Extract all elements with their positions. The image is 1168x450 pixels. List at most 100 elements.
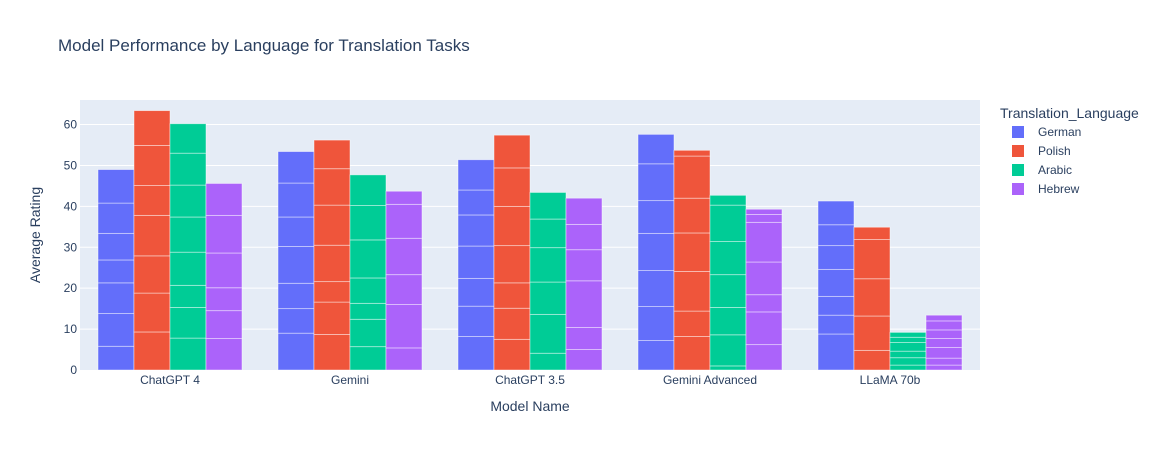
legend-swatch-polish[interactable]: [1012, 145, 1024, 157]
bar-segment[interactable]: [169, 251, 207, 286]
legend-swatch-german[interactable]: [1012, 126, 1024, 138]
bar-segment[interactable]: [313, 334, 351, 371]
bar-segment[interactable]: [817, 224, 855, 247]
legend[interactable]: Translation_Language German Polish Arabic H…: [1000, 105, 1139, 196]
bar-segment[interactable]: [349, 346, 387, 371]
bar-segment[interactable]: [205, 310, 243, 339]
bar-segment[interactable]: [745, 344, 783, 371]
bar-segment[interactable]: [889, 331, 927, 338]
bar-segment[interactable]: [925, 357, 963, 366]
bar-segment[interactable]: [493, 307, 531, 340]
bar-segment[interactable]: [853, 239, 891, 280]
bar-segment[interactable]: [205, 287, 243, 312]
bar-segment[interactable]: [385, 304, 423, 349]
bar-segment[interactable]: [493, 134, 531, 169]
bar-segment[interactable]: [673, 149, 711, 157]
bar-segment[interactable]: [457, 245, 495, 279]
bar-segment[interactable]: [709, 307, 747, 336]
bar-segment[interactable]: [637, 270, 675, 307]
bar-segment[interactable]: [925, 347, 963, 359]
bar-segment[interactable]: [205, 183, 243, 216]
bar-segment[interactable]: [97, 169, 135, 204]
bar-segment[interactable]: [277, 182, 315, 218]
bar-segment[interactable]: [745, 261, 783, 296]
bar-segment[interactable]: [889, 364, 927, 371]
bar-segment[interactable]: [313, 168, 351, 206]
bar-segment[interactable]: [889, 357, 927, 366]
bar-segment[interactable]: [277, 308, 315, 334]
bar-segment[interactable]: [853, 226, 891, 240]
bar-segment[interactable]: [133, 255, 171, 294]
bar-segment[interactable]: [673, 310, 711, 337]
bar-segment[interactable]: [97, 345, 135, 371]
bar-segment[interactable]: [385, 274, 423, 305]
bar-segment[interactable]: [169, 123, 207, 154]
bar-segment[interactable]: [673, 155, 711, 199]
bar-segment[interactable]: [313, 301, 351, 335]
bar-segment[interactable]: [925, 314, 963, 322]
bar-segment[interactable]: [565, 223, 603, 251]
bar-segment[interactable]: [169, 152, 207, 186]
bar-segment[interactable]: [925, 338, 963, 348]
bar-segment[interactable]: [349, 239, 387, 279]
bar-segment[interactable]: [565, 280, 603, 328]
bar-segment[interactable]: [97, 202, 135, 234]
bar-segment[interactable]: [925, 364, 963, 371]
bar-segment[interactable]: [385, 347, 423, 371]
bar-segment[interactable]: [277, 282, 315, 310]
bar-segment[interactable]: [169, 184, 207, 218]
bar-segment[interactable]: [817, 200, 855, 226]
bar-segment[interactable]: [313, 244, 351, 283]
bar-segment[interactable]: [853, 315, 891, 351]
bar-segment[interactable]: [457, 159, 495, 191]
bar-segment[interactable]: [889, 350, 927, 359]
bar-segment[interactable]: [493, 245, 531, 284]
legend-item-label[interactable]: German: [1038, 125, 1081, 139]
bar-segment[interactable]: [205, 338, 243, 371]
bar-segment[interactable]: [745, 311, 783, 346]
legend-swatch-arabic[interactable]: [1012, 164, 1024, 176]
bar-segment[interactable]: [97, 282, 135, 314]
bar-segment[interactable]: [637, 232, 675, 271]
bar-segment[interactable]: [133, 214, 171, 257]
bar-segment[interactable]: [385, 203, 423, 239]
bar-segment[interactable]: [529, 247, 567, 283]
bar-segment[interactable]: [637, 133, 675, 165]
legend-item-label[interactable]: Arabic: [1038, 163, 1072, 177]
bar-segment[interactable]: [709, 241, 747, 276]
bar-segment[interactable]: [205, 214, 243, 254]
bar-segment[interactable]: [277, 332, 315, 371]
bar-segment[interactable]: [169, 337, 207, 371]
bar-segment[interactable]: [673, 336, 711, 371]
bar-segment[interactable]: [529, 281, 567, 315]
bar-segment[interactable]: [169, 307, 207, 339]
bar-segment[interactable]: [565, 197, 603, 225]
bar-segment[interactable]: [889, 342, 927, 352]
bar-segment[interactable]: [493, 282, 531, 309]
bar-segment[interactable]: [349, 174, 387, 206]
bar-segment[interactable]: [745, 294, 783, 313]
bar-segment[interactable]: [817, 268, 855, 297]
bar-segment[interactable]: [637, 306, 675, 341]
bar-segment[interactable]: [493, 167, 531, 207]
bar-segment[interactable]: [853, 349, 891, 371]
legend-item-label[interactable]: Polish: [1038, 144, 1071, 158]
bar-segment[interactable]: [529, 352, 567, 371]
bar-segment[interactable]: [673, 232, 711, 272]
bar-segment[interactable]: [97, 313, 135, 347]
bar-segment[interactable]: [349, 277, 387, 304]
bar-segment[interactable]: [313, 204, 351, 246]
bar-segment[interactable]: [277, 216, 315, 247]
bar-segment[interactable]: [97, 259, 135, 284]
bar-segment[interactable]: [925, 329, 963, 339]
bar-segment[interactable]: [637, 340, 675, 371]
bar-segment[interactable]: [133, 292, 171, 333]
bar-segment[interactable]: [925, 320, 963, 331]
bar-segment[interactable]: [133, 331, 171, 371]
bar-segment[interactable]: [889, 336, 927, 343]
bar-segment[interactable]: [565, 327, 603, 350]
bar-segment[interactable]: [349, 302, 387, 320]
bar-segment[interactable]: [133, 185, 171, 216]
bar-segment[interactable]: [205, 252, 243, 289]
bar-segment[interactable]: [529, 218, 567, 249]
